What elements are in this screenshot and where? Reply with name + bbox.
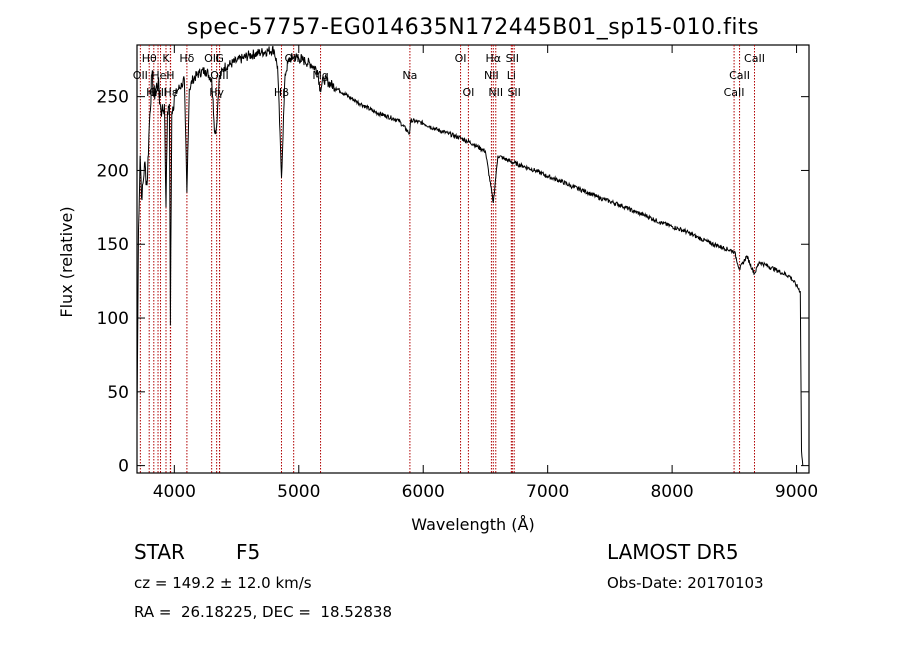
y-tick-label: 250: [97, 88, 129, 108]
x-axis-label: Wavelength (Å): [411, 515, 534, 534]
plot-frame: [136, 44, 810, 474]
absorption-line-label: CaII: [744, 52, 765, 65]
absorption-line-label: Hθ: [142, 52, 157, 65]
absorption-line-label: SII: [507, 86, 520, 99]
observation-date: Obs-Date: 20170103: [607, 574, 764, 592]
chart-title: spec-57757-EG014635N172445B01_sp15-010.f…: [187, 15, 759, 40]
absorption-line-label: OII: [204, 52, 219, 65]
absorption-line-label: H: [166, 69, 174, 82]
y-tick-label: 50: [107, 383, 129, 403]
x-tick-label: 7000: [526, 482, 569, 502]
absorption-line-label: OII: [133, 69, 148, 82]
absorption-line-label: OI: [455, 52, 467, 65]
x-tick-label: 9000: [775, 482, 818, 502]
redshift-velocity: cz = 149.2 ± 12.0 km/s: [134, 574, 312, 592]
sky-coordinates: RA = 26.18225, DEC = 18.52838: [134, 603, 393, 621]
absorption-line-markers: [139, 45, 755, 473]
object-subclass: F5: [236, 540, 261, 564]
absorption-line-label: CaII: [729, 69, 750, 82]
absorption-line-label: Hε: [163, 86, 177, 99]
absorption-line-label: SII: [506, 52, 519, 65]
survey-name: LAMOST DR5: [607, 540, 739, 564]
y-tick-label: 0: [118, 457, 129, 477]
absorption-line-label: NII: [484, 69, 499, 82]
y-tick-label: 200: [97, 161, 129, 181]
x-tick-label: 5000: [277, 482, 320, 502]
absorption-line-label: G: [215, 52, 224, 65]
y-tick-label: 150: [97, 235, 129, 255]
absorption-line-label: NII: [488, 86, 503, 99]
x-tick-label: 8000: [650, 482, 693, 502]
x-tick-label: 6000: [402, 482, 445, 502]
absorption-line-label: K: [162, 52, 170, 65]
absorption-line-label: Hγ: [209, 86, 224, 99]
x-tick-label: 4000: [153, 482, 196, 502]
spectrum-line: [136, 45, 804, 466]
absorption-line-label: HeI: [151, 69, 169, 82]
absorption-line-label: OI: [462, 86, 474, 99]
y-axis-label: Flux (relative): [57, 206, 76, 317]
absorption-line-label: Hδ: [179, 52, 194, 65]
absorption-line-label: Li: [507, 69, 516, 82]
y-axis-ticks: 0 50 100 150 200 250: [97, 88, 809, 477]
y-tick-label: 100: [97, 309, 129, 329]
absorption-line-label: CaII: [724, 86, 745, 99]
absorption-line-label: Hβ: [274, 86, 289, 99]
absorption-line-label: Na: [402, 69, 417, 82]
x-axis-ticks: 4000 5000 6000 7000 8000 9000: [153, 45, 818, 502]
object-class: STAR: [134, 540, 185, 564]
absorption-line-label: Hα: [486, 52, 502, 65]
absorption-line-label: Mg: [312, 69, 328, 82]
